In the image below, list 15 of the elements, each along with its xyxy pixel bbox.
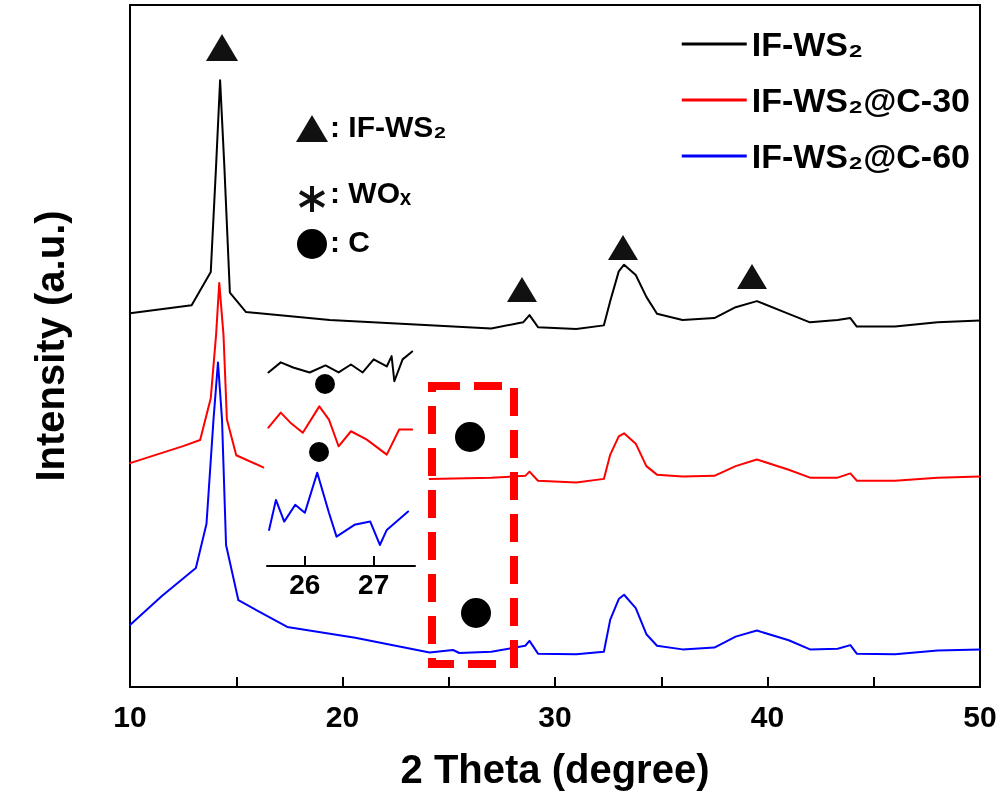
legend-label: IF-WS₂@C-60 — [751, 137, 970, 175]
x-tick-label: 27 — [358, 568, 390, 600]
x-tick-label: 50 — [963, 699, 997, 733]
x-tick-label: 20 — [325, 699, 360, 733]
annotation: : IF-WS₂ — [330, 109, 447, 143]
x-tick-label: 40 — [750, 699, 785, 733]
x-tick-label: 10 — [113, 699, 147, 733]
x-tick-label: 26 — [289, 568, 321, 600]
y-axis-title: Intensity (a.u.) — [28, 210, 72, 482]
x-axis-title: 2 Theta (degree) — [400, 747, 710, 791]
annotation: : C — [330, 224, 370, 258]
legend-label: IF-WS₂ — [751, 25, 864, 63]
legend-label: IF-WS₂@C-30 — [751, 81, 970, 119]
x-tick-label: 30 — [538, 699, 572, 733]
annotation: : WOₓ — [330, 175, 412, 209]
